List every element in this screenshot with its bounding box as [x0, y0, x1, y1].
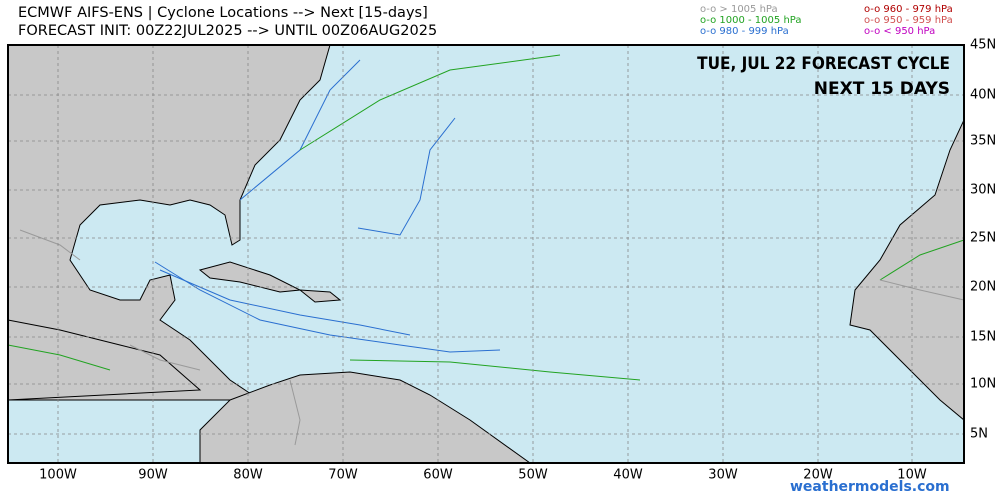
lat-label: 35N: [970, 134, 996, 149]
lon-label: 20W: [803, 468, 833, 483]
lon-label: 50W: [518, 468, 548, 483]
legend-entry: o-o > 1005 hPa: [700, 4, 778, 15]
legend-entry: o-o < 950 hPa: [864, 26, 935, 37]
graticule: [8, 45, 964, 463]
lon-label: 40W: [613, 468, 643, 483]
lat-label: 20N: [970, 280, 996, 295]
lon-label: 10W: [897, 468, 927, 483]
lon-label: 60W: [423, 468, 453, 483]
lon-label: 90W: [138, 468, 168, 483]
lon-label: 70W: [328, 468, 358, 483]
lon-label: 80W: [233, 468, 263, 483]
tracks: [7, 54, 965, 446]
lat-label: 40N: [970, 88, 996, 103]
legend-entry: o-o 950 - 959 hPa: [864, 15, 953, 26]
lat-label: 25N: [970, 231, 996, 246]
map-frame: [7, 44, 965, 464]
title-line: ECMWF AIFS-ENS | Cyclone Locations --> N…: [18, 5, 428, 21]
lat-label: 5N: [970, 427, 988, 442]
land: [7, 44, 965, 464]
lon-label: 100W: [39, 468, 77, 483]
lat-label: 15N: [970, 330, 996, 345]
overlay-text: TUE, JUL 22 FORECAST CYCLE: [697, 54, 950, 74]
lon-label: 30W: [708, 468, 738, 483]
legend-entry: o-o 1000 - 1005 hPa: [700, 15, 801, 26]
title-line: FORECAST INIT: 00Z22JUL2025 --> UNTIL 00…: [18, 23, 437, 39]
lat-label: 30N: [970, 183, 996, 198]
lat-label: 10N: [970, 377, 996, 392]
lat-label: 45N: [970, 38, 996, 53]
legend-entry: o-o 960 - 979 hPa: [864, 4, 953, 15]
overlay-text: NEXT 15 DAYS: [814, 79, 950, 99]
watermark: weathermodels.com: [790, 479, 950, 495]
legend-entry: o-o 980 - 999 hPa: [700, 26, 789, 37]
